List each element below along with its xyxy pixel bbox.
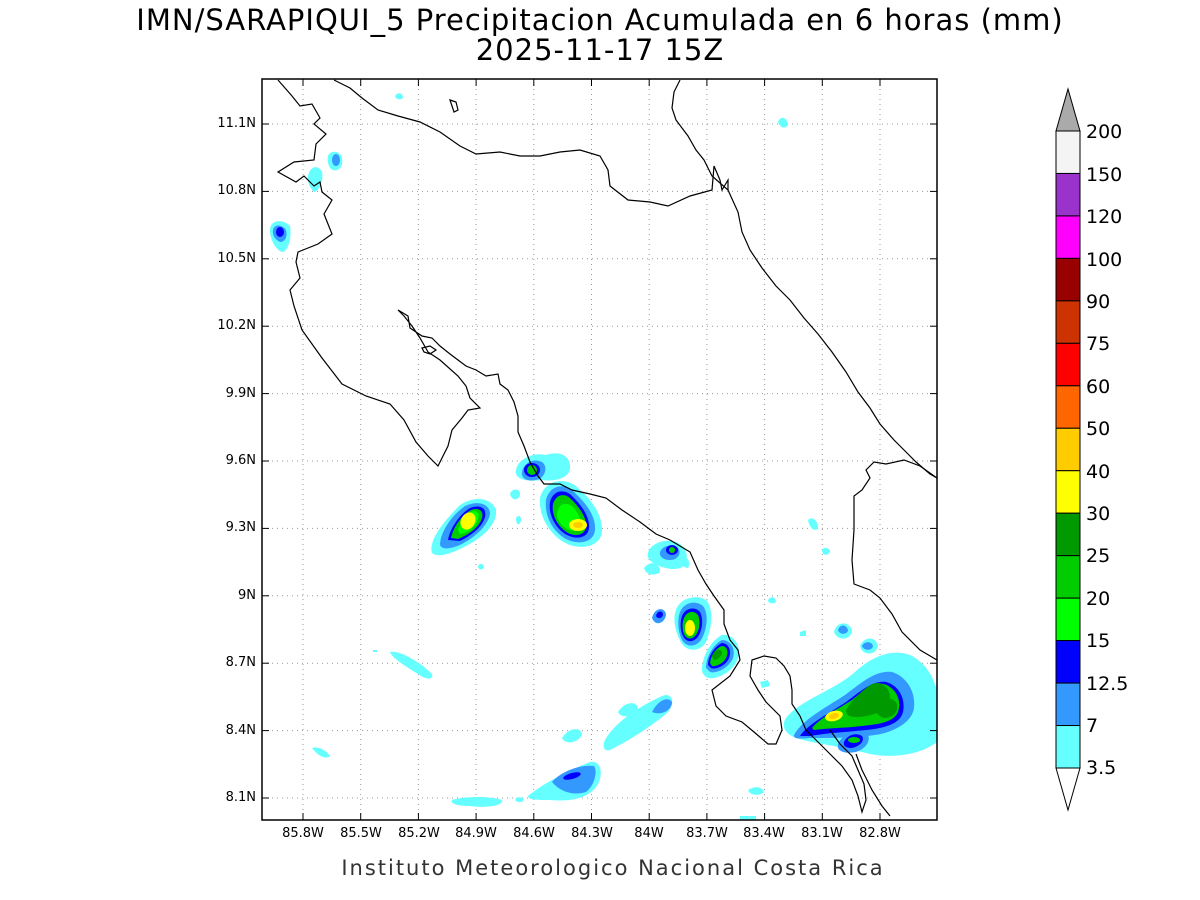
lat-label: 10.5N <box>217 251 256 266</box>
lon-label: 84.3W <box>571 826 613 841</box>
lat-label: 10.8N <box>217 183 256 198</box>
map-frame <box>261 78 938 821</box>
legend-swatch <box>1055 215 1081 259</box>
lat-label: 8.1N <box>225 790 256 805</box>
legend-label: 90 <box>1086 291 1111 313</box>
legend-swatch <box>1055 300 1081 344</box>
legend-under-arrow <box>1055 767 1081 812</box>
legend-label: 30 <box>1086 503 1111 525</box>
legend-swatch <box>1055 597 1081 642</box>
lat-label: 9.6N <box>225 453 256 468</box>
legend-over-arrow <box>1055 87 1081 132</box>
legend-swatch <box>1055 640 1081 684</box>
legend-swatch <box>1055 385 1081 429</box>
legend-swatch <box>1055 172 1081 217</box>
map-subtitle: 2025-11-17 15Z <box>475 33 725 67</box>
legend-swatch <box>1055 257 1081 302</box>
rain-cell-83-65w <box>702 634 739 679</box>
footer-credit: Instituto Meteorologico Nacional Costa R… <box>341 856 885 880</box>
lon-label: 84.6W <box>513 826 555 841</box>
legend-swatch <box>1055 130 1081 174</box>
legend-label: 7 <box>1086 715 1099 737</box>
rain-offshore-streaks <box>312 518 830 820</box>
legend-label: 15 <box>1086 630 1111 652</box>
legend-label: 100 <box>1086 249 1123 271</box>
lat-label: 9.9N <box>225 386 256 401</box>
lon-label: 82.8W <box>859 826 901 841</box>
color-legend <box>1055 87 1081 812</box>
rain-cell-southeast <box>783 623 938 756</box>
rain-cell-83-8w <box>652 597 712 650</box>
legend-swatch <box>1055 555 1081 599</box>
legend-label: 50 <box>1086 418 1111 440</box>
lon-label: 84.9W <box>455 826 497 841</box>
coastlines <box>276 79 938 817</box>
legend-swatch <box>1055 342 1081 387</box>
rain-cell-northwest <box>270 93 937 700</box>
lat-label: 8.4N <box>225 723 256 738</box>
lon-label: 84W <box>634 826 664 841</box>
legend-label: 25 <box>1086 545 1111 567</box>
lon-label: 85.8W <box>282 826 324 841</box>
rain-cell-83-9w <box>647 540 687 569</box>
lat-label: 11.1N <box>217 116 256 131</box>
lon-label: 83.1W <box>801 826 843 841</box>
rain-cell-84-4w <box>539 480 602 547</box>
legend-swatch <box>1055 682 1081 727</box>
legend-label: 200 <box>1086 121 1123 143</box>
legend-swatch <box>1055 470 1081 514</box>
lon-label: 85.5W <box>340 826 382 841</box>
legend-label: 150 <box>1086 164 1123 186</box>
lat-label: 8.7N <box>225 655 256 670</box>
legend-swatch <box>1055 725 1081 769</box>
axis-ticks <box>262 79 937 820</box>
legend-label: 20 <box>1086 588 1111 610</box>
map-title: IMN/SARAPIQUI_5 Precipitacion Acumulada … <box>136 3 1064 37</box>
legend-label: 75 <box>1086 333 1111 355</box>
map-grid <box>262 79 937 820</box>
legend-label: 12.5 <box>1086 673 1129 695</box>
legend-swatch <box>1055 427 1081 472</box>
lat-label: 9N <box>238 588 256 603</box>
lat-label: 9.3N <box>225 520 256 535</box>
legend-label: 3.5 <box>1086 757 1117 779</box>
lon-label: 83.4W <box>743 826 785 841</box>
legend-swatch <box>1055 512 1081 557</box>
lon-label: 83.7W <box>686 826 728 841</box>
lon-label: 85.2W <box>398 826 440 841</box>
legend-label: 40 <box>1086 461 1111 483</box>
rain-cell-84-9w <box>431 498 497 556</box>
precipitation-areas <box>270 93 938 820</box>
lat-label: 10.2N <box>217 318 256 333</box>
legend-label: 120 <box>1086 206 1123 228</box>
legend-label: 60 <box>1086 376 1111 398</box>
